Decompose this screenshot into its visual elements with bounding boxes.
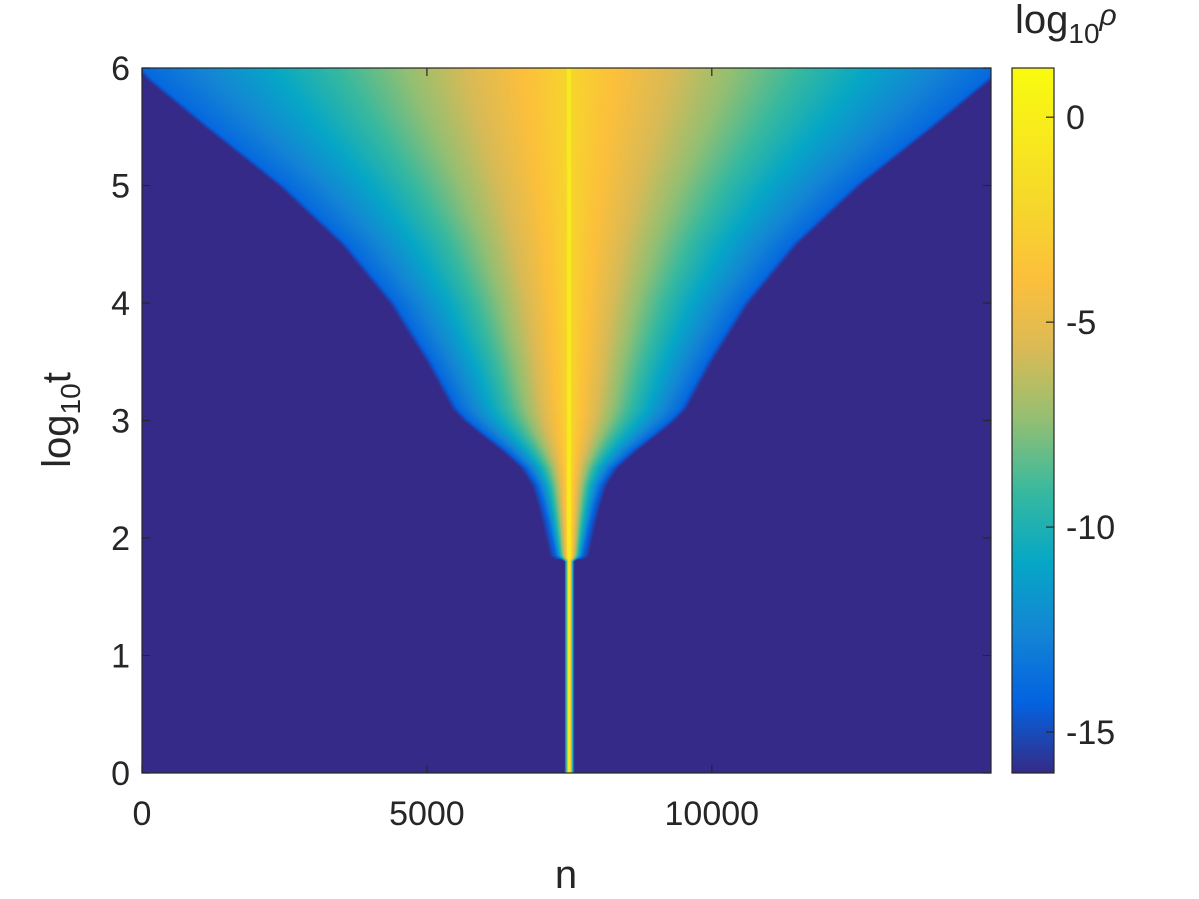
y-tick-label: 5 bbox=[111, 168, 130, 206]
y-tick-label: 1 bbox=[111, 638, 130, 676]
y-axis-label-var: t bbox=[35, 372, 79, 383]
y-axis-label-sub: 10 bbox=[55, 383, 86, 414]
colorbar-tick-label: -10 bbox=[1066, 509, 1115, 547]
colorbar-label-sub: 10 bbox=[1068, 18, 1099, 49]
colorbar-tick-label: -5 bbox=[1066, 304, 1096, 342]
colorbar-gradient bbox=[1012, 68, 1054, 773]
colorbar-ticks: 0 -5 -10 -15 bbox=[1046, 99, 1115, 752]
y-tick-label: 4 bbox=[111, 285, 130, 323]
x-axis-label: n bbox=[555, 853, 577, 897]
x-tick-label: 5000 bbox=[389, 795, 465, 833]
colorbar-tick-label: 0 bbox=[1066, 99, 1085, 137]
y-axis-label-base: log bbox=[35, 414, 79, 467]
colorbar-label-base: log bbox=[1015, 0, 1068, 42]
colorbar: 0 -5 -10 -15 log10ρ bbox=[1011, 0, 1117, 774]
heatmap-plot: 0 5000 10000 0 1 2 3 4 5 6 bbox=[111, 50, 992, 833]
y-tick-label: 3 bbox=[111, 403, 130, 441]
x-tick-label: 10000 bbox=[665, 795, 760, 833]
y-axis-label: log10t bbox=[35, 372, 86, 468]
colorbar-frame bbox=[1011, 67, 1055, 774]
y-tick-label: 2 bbox=[111, 520, 130, 558]
colorbar-tick-label: -15 bbox=[1066, 714, 1115, 752]
svg-text:log10t: log10t bbox=[35, 372, 86, 468]
colorbar-label-var: ρ bbox=[1099, 0, 1117, 32]
x-axis-ticks: 0 5000 10000 bbox=[133, 68, 760, 833]
y-tick-label: 0 bbox=[111, 755, 130, 793]
heatmap-image bbox=[142, 68, 991, 773]
y-tick-label: 6 bbox=[111, 50, 130, 88]
y-axis-ticks: 0 1 2 3 4 5 6 bbox=[111, 50, 991, 793]
colorbar-label: log10ρ bbox=[1015, 0, 1117, 49]
x-tick-label: 0 bbox=[133, 795, 152, 833]
